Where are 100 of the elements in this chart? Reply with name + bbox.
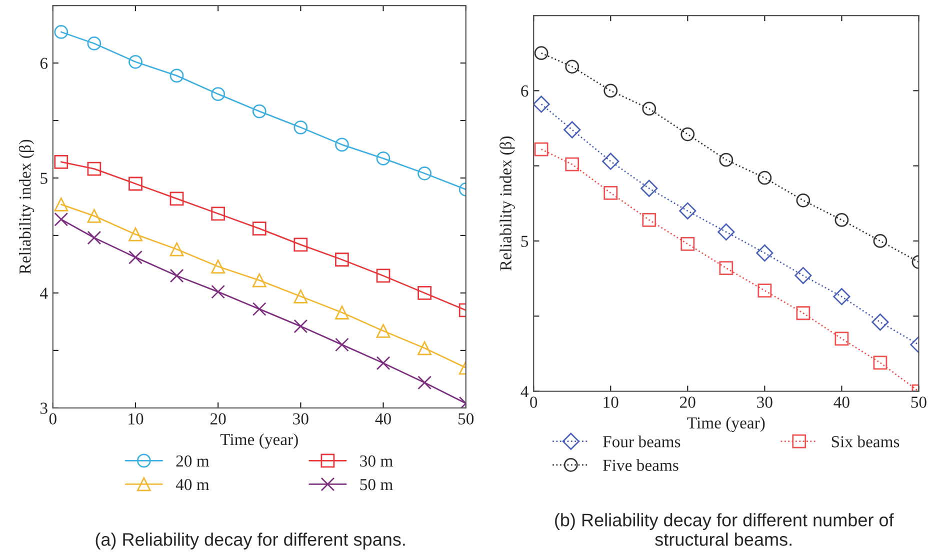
x-tick-label: 30 (757, 396, 772, 408)
point (87, 36, 102, 50)
point (376, 356, 390, 370)
point (376, 324, 390, 338)
point (294, 319, 308, 334)
y-tick-label: 4 (520, 386, 528, 398)
point (128, 250, 142, 264)
point (128, 227, 142, 242)
point (719, 152, 734, 167)
point (170, 192, 184, 206)
point (211, 260, 226, 274)
x-tick-label: 30 (293, 413, 308, 425)
y-tick-label: 5 (40, 172, 48, 184)
point (604, 186, 618, 200)
point (335, 306, 349, 320)
point (252, 104, 266, 118)
point (718, 223, 735, 241)
point (211, 284, 226, 299)
point (758, 170, 772, 185)
point (54, 154, 68, 169)
point (294, 120, 308, 134)
point (796, 306, 810, 320)
point (128, 54, 142, 69)
point (87, 208, 102, 223)
point (418, 341, 432, 356)
point (604, 84, 618, 98)
legend-label: 40 m (176, 478, 210, 490)
point (680, 127, 695, 142)
point (54, 197, 68, 212)
point (376, 152, 390, 166)
point (680, 237, 695, 251)
x-tick-label: 20 (680, 396, 696, 408)
point (602, 152, 620, 170)
legend-label: 20 m (176, 455, 210, 467)
point (719, 261, 734, 275)
point (54, 212, 68, 226)
point (418, 166, 432, 180)
x-axis-title: Time (year) (220, 433, 298, 449)
point (211, 206, 226, 221)
point (252, 273, 266, 288)
point (640, 180, 658, 197)
legend-label: 30 m (360, 455, 393, 467)
legend-label: Six beams (832, 436, 900, 448)
point (335, 252, 349, 267)
y-tick-label: 6 (40, 58, 48, 69)
point (87, 162, 102, 176)
point (534, 46, 548, 60)
x-tick-label: 50 (911, 396, 926, 408)
point (565, 157, 580, 172)
point (418, 286, 432, 300)
x-tick-label: 0 (530, 396, 538, 408)
point (872, 314, 889, 331)
point (252, 302, 266, 316)
point (758, 284, 772, 298)
x-tick-label: 50 (458, 413, 474, 425)
point (211, 87, 226, 102)
point (294, 289, 308, 304)
point (679, 202, 696, 220)
y-tick-label: 6 (521, 85, 528, 97)
legend-label: Five beams (603, 459, 678, 471)
text: (a) Reliability decay for different spans. (96, 532, 405, 550)
point (564, 121, 581, 138)
y-axis-title: Reliability index (β) (18, 140, 34, 274)
legend-label: Four beams (603, 436, 680, 448)
point (170, 68, 184, 83)
point (756, 244, 774, 262)
point (834, 212, 849, 227)
point (833, 288, 850, 306)
x-axis-title: Time (year) (687, 416, 765, 432)
point (87, 230, 102, 245)
point (170, 268, 184, 283)
point (534, 96, 550, 113)
point (796, 193, 810, 208)
point (534, 142, 548, 156)
x-tick-label: 40 (834, 396, 850, 408)
point (335, 338, 349, 352)
x-tick-label: 40 (375, 413, 391, 425)
y-axis-title: Reliability index (β) (500, 136, 515, 271)
legend-label: 50 m (360, 478, 393, 490)
point (873, 356, 888, 370)
point (252, 222, 266, 236)
point (642, 102, 656, 116)
point (418, 376, 432, 390)
x-tick-label: 0 (49, 413, 56, 425)
y-tick-label: 5 (521, 236, 528, 247)
x-tick-label: 10 (128, 413, 144, 425)
text: (b) Reliability decay for different number of structural beams. (555, 513, 894, 546)
point (376, 268, 390, 283)
point (294, 238, 308, 252)
y-tick-label: 3 (40, 402, 48, 414)
x-tick-label: 10 (604, 396, 618, 408)
point (170, 242, 184, 256)
x-tick-label: 20 (210, 413, 226, 425)
point (565, 60, 580, 74)
y-tick-label: 4 (40, 288, 48, 299)
point (335, 138, 349, 152)
point (834, 332, 849, 346)
point (873, 234, 888, 248)
point (128, 176, 142, 191)
point (642, 212, 656, 227)
